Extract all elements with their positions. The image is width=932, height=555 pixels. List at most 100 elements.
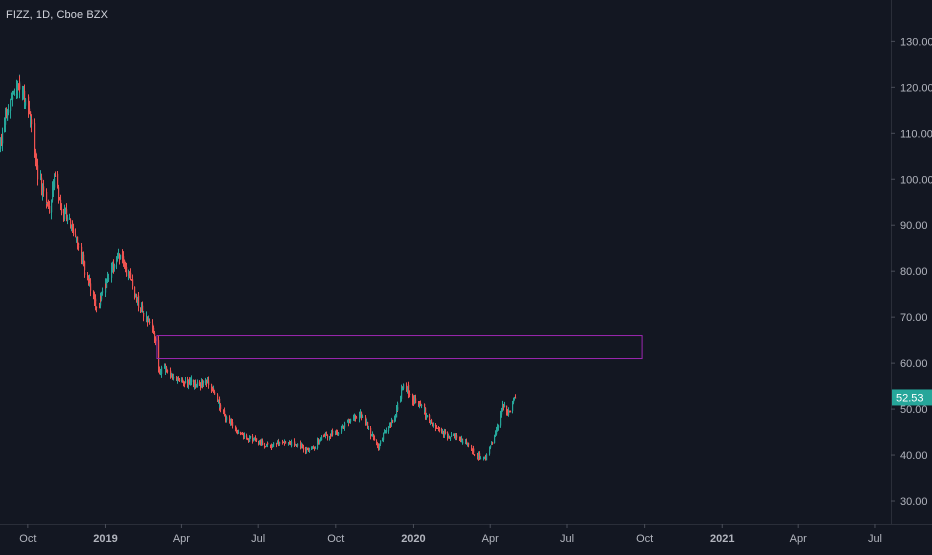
candle [309, 447, 311, 453]
time-tick-label: 2019 [93, 533, 117, 545]
candle-body [514, 397, 516, 399]
candle [246, 433, 248, 440]
candle [24, 102, 26, 109]
candle-body [318, 440, 320, 443]
candle [336, 429, 338, 435]
candle [60, 194, 62, 211]
time-tick-label: 2020 [401, 533, 425, 545]
candle [514, 396, 516, 401]
candle-body [433, 424, 435, 426]
candle-body [380, 440, 382, 445]
candle [58, 184, 60, 204]
candle-body [303, 447, 305, 450]
candle [433, 422, 435, 428]
candle [503, 403, 505, 411]
candle-body [289, 442, 291, 445]
candle-body [14, 94, 16, 96]
candle [10, 98, 12, 119]
candle [501, 407, 503, 418]
candle-body [225, 414, 227, 420]
candle-body [467, 442, 469, 445]
candle-body [134, 286, 136, 297]
candle [330, 433, 332, 439]
candle [388, 426, 390, 434]
candle [46, 188, 48, 209]
candle [17, 80, 19, 99]
candle-body [395, 416, 397, 419]
candle [401, 384, 403, 402]
time-axis[interactable]: Oct 2019 Apr Jul Oct 2020 Apr Jul Oct 2021 Apr Jul [19, 524, 882, 545]
candle [256, 438, 258, 443]
candle-body [147, 317, 149, 322]
candle-body [266, 444, 268, 446]
candle [461, 435, 463, 443]
price-axis[interactable]: 30.00 40.00 50.00 60.00 70.00 80.00 90.00 100.0… [891, 36, 932, 508]
candle-body [77, 236, 79, 245]
candle-body [504, 405, 506, 407]
zone-rectangle[interactable] [156, 335, 643, 360]
candle-body [129, 273, 131, 275]
candle-body [71, 228, 73, 230]
candle [11, 92, 13, 101]
candle [49, 200, 51, 214]
price-tick-label: 120.00 [900, 82, 932, 94]
candle-body [370, 428, 372, 437]
candle-body [474, 454, 476, 456]
candle-body [51, 200, 53, 213]
candle-body [61, 209, 63, 214]
candle-body [451, 434, 453, 437]
candle-body [459, 438, 461, 440]
candle [391, 417, 393, 427]
candle [106, 278, 108, 289]
candle [230, 418, 232, 426]
candle [167, 369, 169, 374]
candle [392, 419, 394, 423]
candle-body [54, 177, 56, 188]
candle-body [465, 440, 467, 443]
price-tick-label: 70.00 [900, 312, 928, 324]
candle-body [255, 437, 257, 440]
candle-body [497, 426, 499, 430]
time-tick-label: Apr [173, 533, 190, 545]
candle-body [25, 98, 27, 106]
candle [57, 170, 59, 189]
candle-body [285, 441, 287, 444]
candle [179, 377, 181, 383]
candle-body [105, 284, 107, 288]
candle [111, 262, 113, 272]
candle [344, 421, 346, 431]
candle [229, 415, 231, 424]
candle [36, 153, 38, 170]
candle [202, 379, 204, 389]
candle-body [170, 370, 172, 377]
candle [241, 432, 243, 435]
candle-body [111, 269, 113, 278]
candle-body [124, 260, 126, 265]
candle [64, 204, 66, 222]
annotation-layer[interactable] [156, 335, 643, 360]
candle [284, 439, 286, 443]
candle [510, 410, 512, 413]
candle-body [513, 399, 515, 403]
candle [443, 430, 445, 438]
candle-body [119, 254, 121, 260]
candle [134, 286, 136, 300]
candle-body [461, 438, 463, 441]
candle [305, 446, 307, 455]
candle-body [40, 176, 42, 178]
candle-body [419, 402, 421, 406]
candle-body [155, 338, 157, 342]
candle-body [301, 444, 303, 448]
candle-body [506, 405, 508, 413]
candle [182, 377, 184, 383]
candle-body [295, 443, 297, 445]
candle [14, 88, 16, 96]
candle-body [332, 431, 334, 436]
candle [13, 90, 15, 95]
candle-body [490, 445, 492, 448]
candle-body [337, 432, 339, 435]
candle-body [426, 416, 428, 418]
candle [89, 278, 91, 284]
